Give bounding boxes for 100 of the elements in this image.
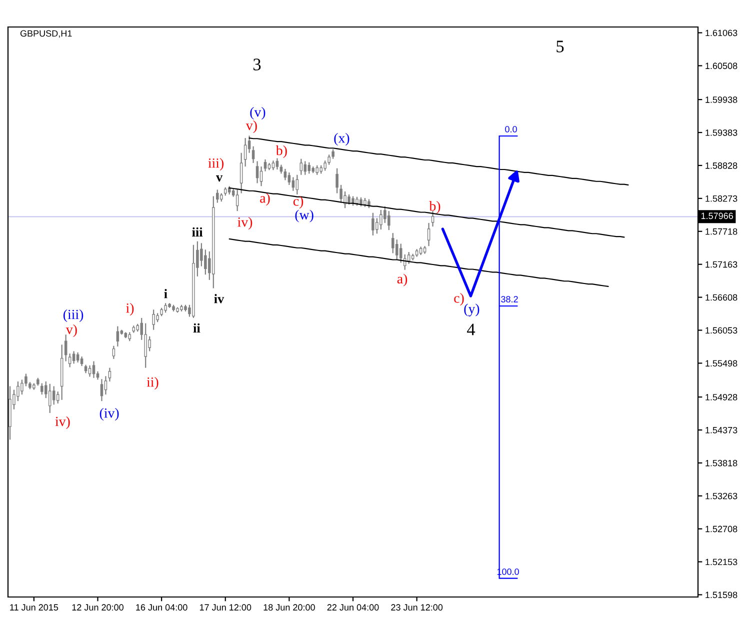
y-tick-label: 1.56608 [706, 294, 738, 301]
candlestick [332, 148, 334, 160]
y-tick-label: 1.58273 [706, 195, 738, 202]
annotation: iii) [208, 158, 224, 171]
annotation: b) [276, 145, 287, 158]
annotation: (x) [334, 133, 350, 146]
y-tick-label: 1.54373 [706, 426, 738, 434]
candlestick [372, 212, 374, 236]
y-tick-label: 1.55498 [706, 360, 738, 367]
annotation: 4 [467, 324, 476, 336]
candlestick [336, 168, 338, 194]
candlestick [108, 367, 112, 382]
candlestick [80, 356, 84, 367]
candlestick [348, 194, 350, 206]
candlestick [76, 352, 80, 364]
candlestick [204, 249, 207, 276]
annotation: 3 [253, 58, 261, 70]
candlestick [16, 380, 20, 402]
x-tick-label: 17 Jun 12:00 [200, 604, 252, 611]
annotation: b) [429, 201, 440, 214]
candlestick [112, 345, 116, 360]
annotation: v) [246, 120, 257, 133]
annotation: (y) [464, 304, 480, 316]
annotation: (w) [295, 210, 314, 222]
y-tick-label: 1.52708 [706, 526, 738, 532]
annotation: ii) [146, 377, 158, 390]
annotation: iii [192, 227, 203, 236]
y-tick-label: 1.59383 [706, 129, 738, 136]
candlestick [116, 326, 120, 347]
candlestick [300, 158, 303, 176]
candlestick [152, 309, 155, 330]
candlestick [395, 239, 398, 260]
candlestick [308, 162, 311, 174]
candlestick [304, 160, 307, 176]
candlestick [388, 210, 390, 231]
annotation: a) [397, 274, 408, 286]
annotation: (iii) [63, 309, 84, 322]
annotation: iv [214, 294, 224, 304]
candlestick [324, 160, 326, 172]
annotation: c) [454, 293, 464, 306]
y-tick-label: 1.61063 [706, 30, 738, 36]
candlestick [340, 184, 342, 204]
candlestick [427, 222, 430, 247]
candlestick [200, 242, 203, 267]
y-tick-label: 1.57163 [706, 261, 738, 268]
candlestick [399, 243, 402, 264]
x-tick-label: 16 Jun 04:00 [136, 604, 188, 611]
candlestick [88, 364, 92, 378]
candlestick [384, 206, 386, 224]
chart-title: GBPUSD,H1 [20, 30, 72, 38]
candlestick [56, 391, 60, 404]
x-tick-label: 22 Jun 04:00 [327, 604, 379, 611]
y-tick-label: 1.57718 [706, 228, 738, 235]
y-tick-label: 1.51598 [706, 592, 738, 598]
candlestick [144, 322, 147, 368]
y-tick-label: 1.53263 [706, 492, 738, 500]
candlestick [104, 376, 108, 396]
candlestick [380, 209, 382, 230]
candlestick [328, 154, 330, 166]
y-tick-label: 1.59938 [706, 96, 738, 103]
candlestick [407, 251, 410, 264]
candlestick [72, 350, 76, 364]
candlestick [256, 160, 259, 184]
y-tick-label: 1.52153 [706, 558, 738, 566]
x-tick-label: 23 Jun 12:00 [391, 604, 443, 611]
candlestick [284, 168, 287, 181]
x-tick-label: 18 Jun 20:00 [264, 604, 315, 611]
candlestick [48, 383, 52, 414]
line-series [228, 238, 609, 288]
annotation: (v) [250, 107, 266, 120]
annotation: v [216, 175, 223, 182]
ref-line-label: 1.57966 [701, 212, 733, 220]
candlestick [236, 189, 239, 212]
y-tick-label: 1.58828 [706, 162, 738, 169]
candlestick [292, 176, 295, 192]
candlestick [352, 196, 354, 206]
candlestick [252, 146, 255, 164]
candlestick [296, 174, 299, 195]
annotation: 0.0 [505, 126, 517, 132]
candlestick [40, 382, 44, 396]
candlestick [376, 218, 378, 234]
annotation: ii [193, 323, 200, 332]
candlestick [20, 379, 24, 396]
candlestick [64, 334, 68, 362]
y-tick-label: 1.56053 [706, 327, 738, 334]
line-series [228, 187, 625, 238]
annotation: a) [260, 193, 270, 206]
annotation: c) [293, 196, 304, 209]
x-tick-label: 11 Jun 2015 [10, 604, 58, 611]
y-tick-label: 1.54928 [706, 394, 738, 400]
annotation: i) [126, 303, 134, 316]
candlestick [100, 378, 104, 402]
y-tick-label: 1.53818 [706, 460, 738, 466]
candlestick [264, 158, 267, 172]
annotation: 38.2 [501, 296, 518, 302]
candlestick [240, 152, 243, 194]
candlestick [272, 160, 275, 171]
candlestick [52, 386, 56, 406]
candlestick [164, 302, 167, 314]
candlestick [92, 360, 96, 378]
